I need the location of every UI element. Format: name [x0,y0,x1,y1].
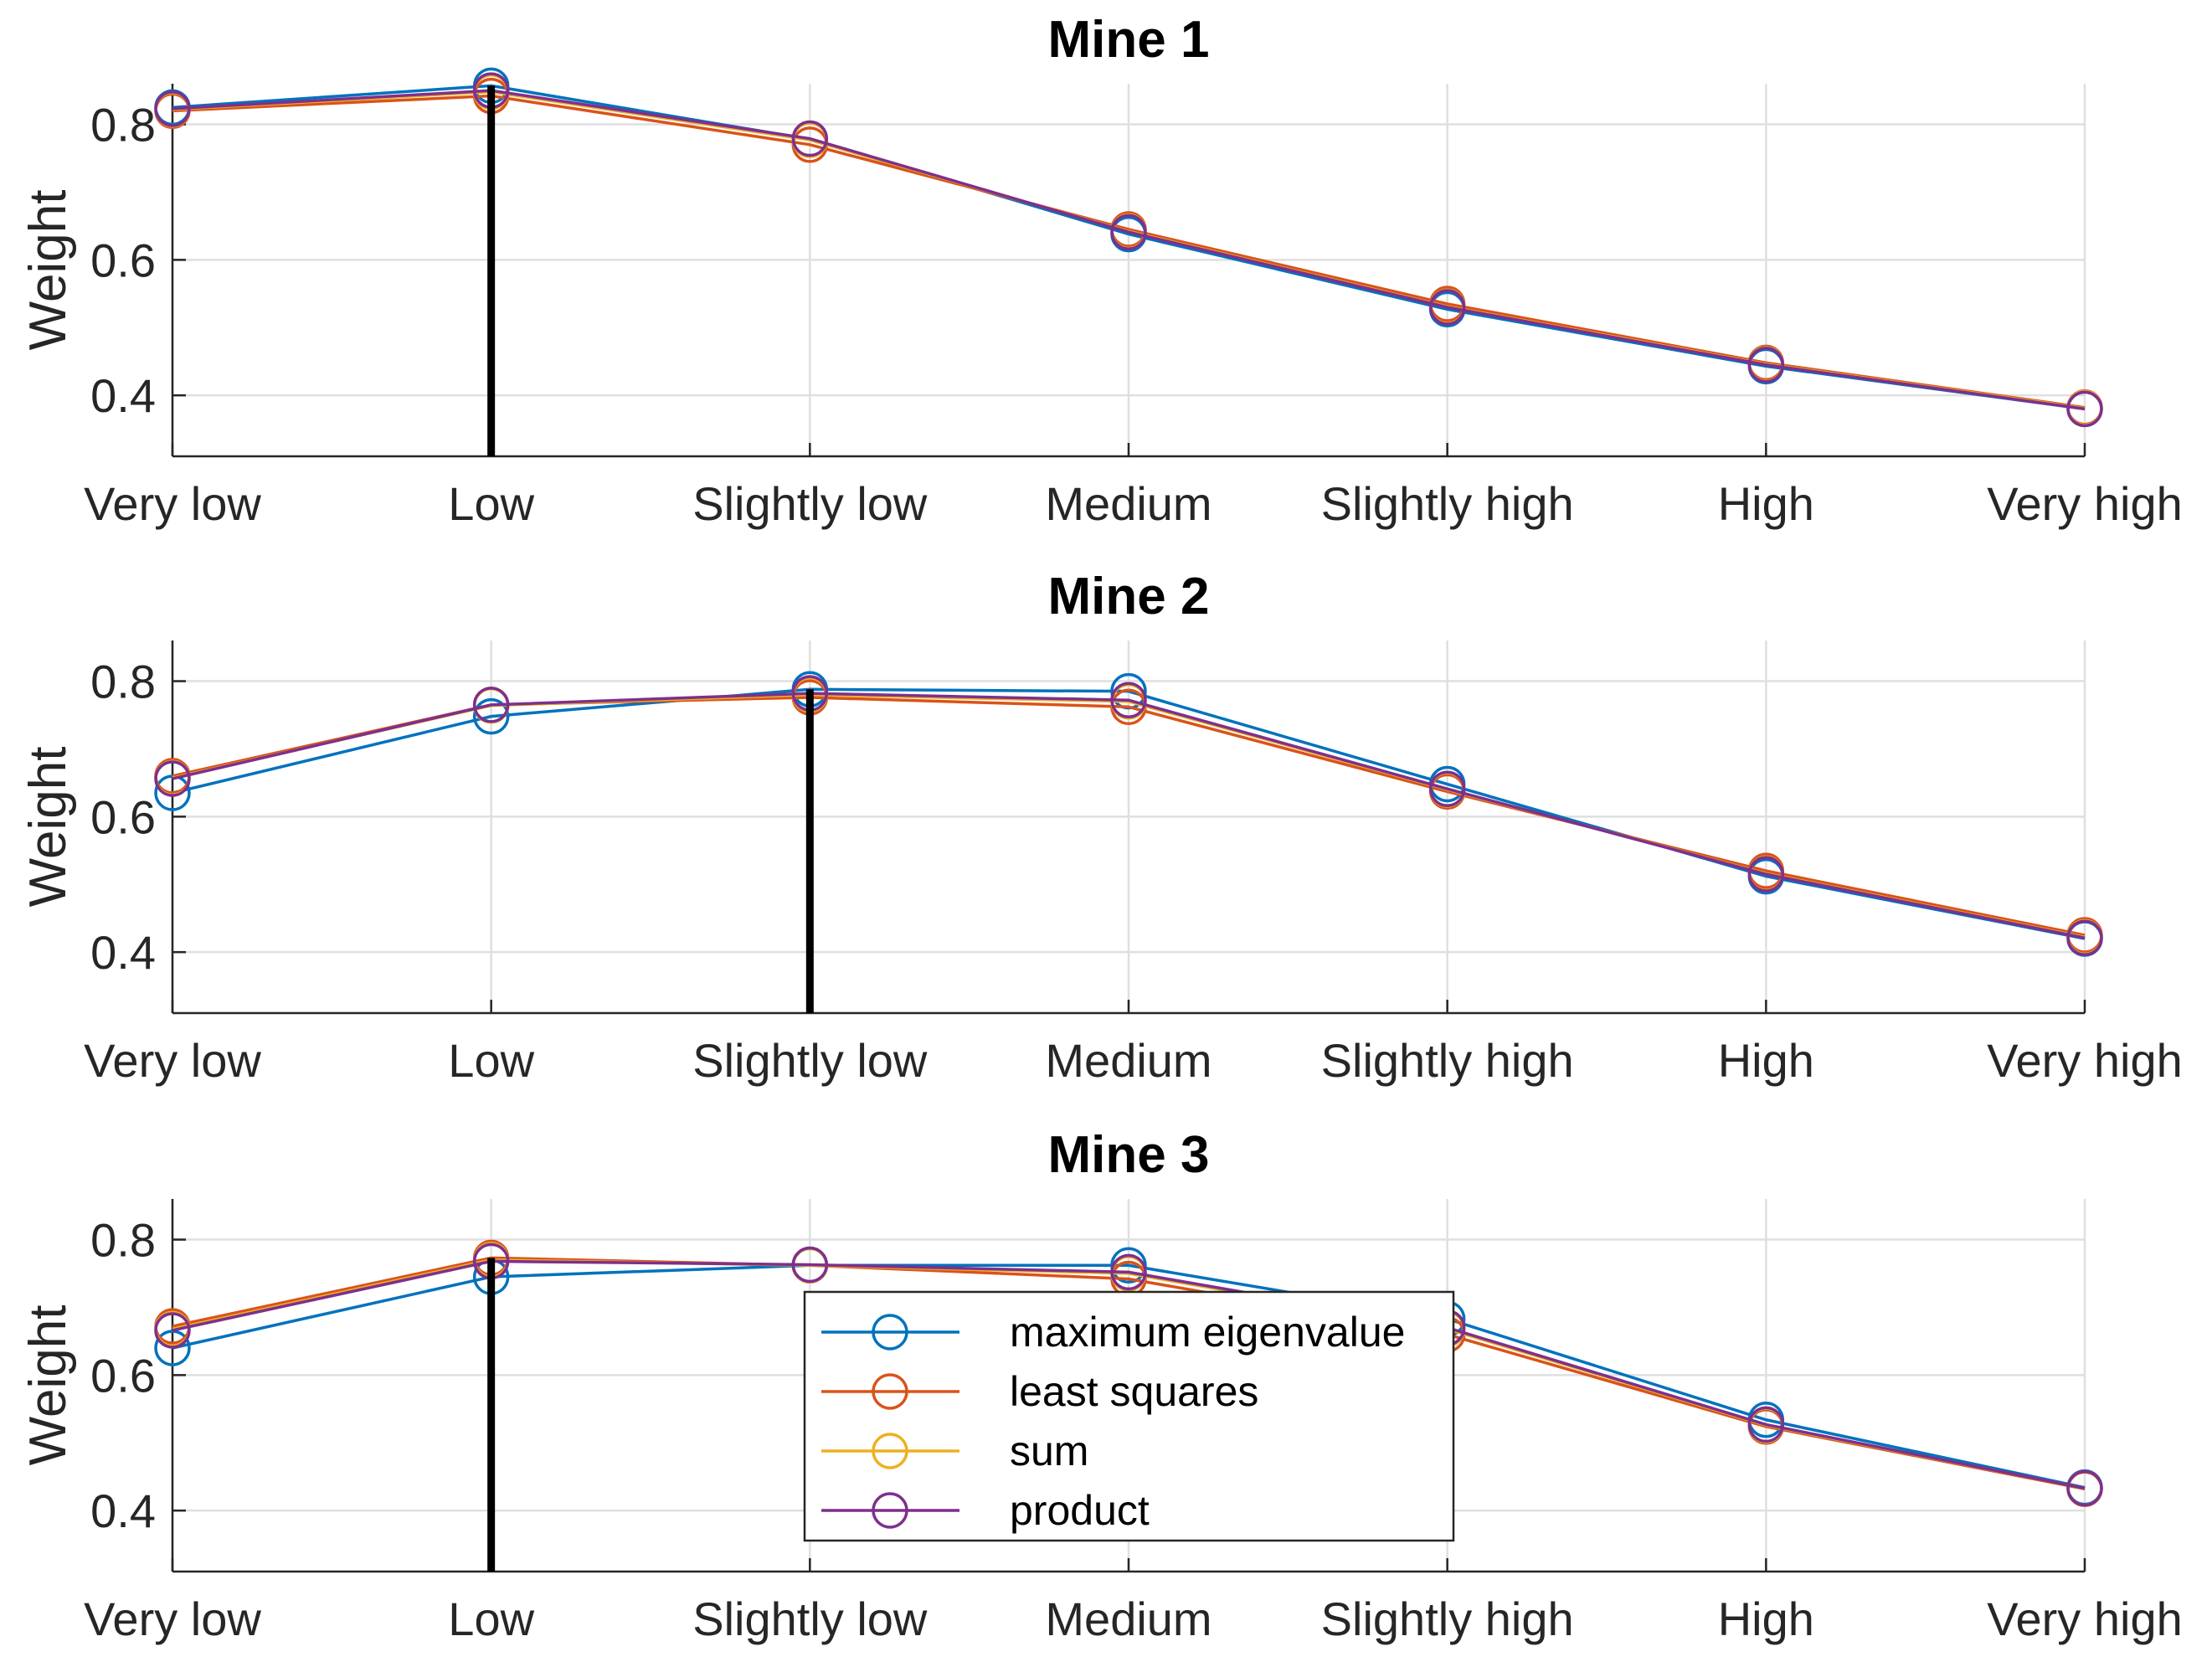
x-tick-label: Very high [1987,477,2183,530]
x-tick-label: Very high [1987,1034,2183,1087]
x-tick-label: Medium [1045,477,1211,530]
y-tick-label: 0.8 [90,99,156,152]
data-point [472,687,510,723]
x-tick-label: Slightly high [1321,477,1574,530]
data-point [154,1312,191,1349]
data-point [154,760,191,797]
panel-1: Very low Low Slightly low Medium Slightly hi… [19,11,2183,530]
data-point [1747,1406,1785,1443]
x-tick-label: Medium [1045,1034,1211,1087]
y-tick-label: 0.6 [90,1349,156,1402]
data-point [791,120,829,157]
x-tick-label: Medium [1045,1592,1211,1645]
data-point [1747,856,1785,893]
panel-3: Very low Low Slightly low Medium Slightly hi… [19,1126,2183,1645]
x-tick-label: Very low [84,477,261,530]
data-point [791,1246,829,1284]
legend-marker [872,1433,908,1469]
data-point [154,90,191,127]
data-point [154,774,191,811]
y-axis-label: Weight [19,190,77,351]
y-axis-label: Weight [19,1305,77,1466]
legend-label: least squares [1010,1368,1258,1415]
legend-marker [872,1492,908,1529]
chart-title: Mine 1 [1048,11,1210,69]
legend-label: sum [1010,1428,1088,1474]
series-line [172,692,2086,939]
data-point [2066,919,2103,956]
y-axis-label: Weight [19,747,77,908]
data-point [1747,347,1785,383]
x-tick-label: Very low [84,1034,261,1087]
x-tick-label: High [1718,477,1814,530]
data-point [1110,682,1147,718]
data-point [2066,390,2103,428]
x-tick-label: Very high [1987,1592,2183,1645]
x-tick-label: Slightly low [692,1034,928,1087]
legend: maximum eigenvalue least squares sum produc… [803,1290,1455,1542]
y-tick-label: 0.4 [90,926,156,979]
x-tick-label: Low [448,1034,534,1087]
x-tick-label: Slightly high [1321,1592,1574,1645]
panel-2: Very low Low Slightly low Medium Slightly hi… [19,568,2183,1087]
x-tick-label: Very low [84,1592,261,1645]
legend-marker [872,1314,908,1351]
x-tick-label: Slightly high [1321,1034,1574,1087]
y-tick-label: 0.8 [90,1214,156,1267]
data-point [1428,770,1466,807]
data-point [1110,214,1147,250]
x-tick-label: Slightly low [692,1592,928,1645]
x-tick-label: High [1718,1034,1814,1087]
data-point [154,1330,191,1366]
y-tick-label: 0.4 [90,369,156,422]
legend-label: product [1010,1487,1150,1534]
chart-title: Mine 3 [1048,1126,1210,1184]
data-point [1110,1253,1147,1291]
data-point [2066,1469,2103,1507]
data-point [1428,289,1466,326]
legend-marker [872,1373,908,1410]
x-tick-label: Slightly low [692,477,928,530]
y-tick-label: 0.6 [90,234,156,286]
data-point [472,697,510,735]
x-tick-label: High [1718,1592,1814,1645]
x-tick-label: Low [448,477,534,530]
chart-title: Mine 2 [1048,568,1210,625]
y-tick-label: 0.8 [90,656,156,708]
x-tick-label: Low [448,1592,534,1645]
legend-label: maximum eigenvalue [1010,1309,1405,1356]
y-tick-label: 0.6 [90,790,156,843]
y-tick-label: 0.4 [90,1484,156,1537]
